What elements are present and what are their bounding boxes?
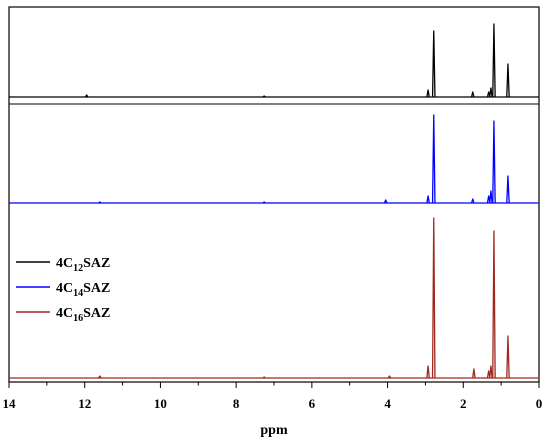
legend-label-4C14SAZ: 4C14SAZ xyxy=(56,281,110,299)
legend-label-4C12SAZ: 4C12SAZ xyxy=(56,256,110,274)
peak-4C14SAZ-1 xyxy=(262,201,266,204)
peak-4C12SAZ-0 xyxy=(84,94,89,98)
peak-4C14SAZ-4 xyxy=(431,114,436,204)
x-axis-title: ppm xyxy=(260,423,288,438)
x-tick-label-8: 8 xyxy=(233,396,240,411)
x-tick-label-4: 4 xyxy=(384,396,391,411)
peak-4C14SAZ-2 xyxy=(383,199,388,204)
legend-entry-4C16SAZ: 4C16SAZ xyxy=(16,306,110,324)
x-tick-label-10: 10 xyxy=(154,396,167,411)
peak-4C16SAZ-2 xyxy=(387,375,392,379)
peak-4C12SAZ-7 xyxy=(492,23,496,98)
peak-4C16SAZ-0 xyxy=(98,375,102,379)
peak-4C14SAZ-3 xyxy=(426,195,430,204)
x-axis: 14 12 10 8 6 4 2 0 xyxy=(3,382,543,411)
plot-frame xyxy=(8,6,540,383)
peak-4C12SAZ-2 xyxy=(426,89,430,98)
peak-4C14SAZ-9 xyxy=(506,175,510,204)
peak-4C14SAZ-0 xyxy=(98,201,102,204)
legend-label-4C16SAZ: 4C16SAZ xyxy=(56,306,110,324)
peak-4C14SAZ-7 xyxy=(489,190,493,204)
legend: 4C12SAZ 4C14SAZ 4C16SAZ xyxy=(16,256,110,324)
peak-4C16SAZ-3 xyxy=(426,365,430,379)
peak-4C14SAZ-5 xyxy=(470,198,475,204)
peak-4C16SAZ-5 xyxy=(472,368,476,379)
peak-4C16SAZ-9 xyxy=(506,335,510,379)
series-4C12SAZ xyxy=(9,23,539,98)
series-4C14SAZ xyxy=(9,114,539,204)
peak-4C12SAZ-1 xyxy=(262,95,266,98)
peak-4C16SAZ-8 xyxy=(492,230,496,379)
peak-4C14SAZ-8 xyxy=(492,120,496,204)
peak-4C12SAZ-8 xyxy=(506,63,510,98)
peak-4C16SAZ-7 xyxy=(489,365,493,379)
series-4C16SAZ xyxy=(9,217,539,379)
peak-4C16SAZ-4 xyxy=(431,217,436,379)
x-tick-label-12: 12 xyxy=(78,396,91,411)
legend-entry-4C14SAZ: 4C14SAZ xyxy=(16,281,110,299)
peak-4C16SAZ-1 xyxy=(262,376,266,379)
peak-4C12SAZ-3 xyxy=(431,30,436,98)
spectra-group xyxy=(9,23,539,379)
peak-4C12SAZ-4 xyxy=(470,91,475,98)
x-tick-label-2: 2 xyxy=(460,396,467,411)
legend-entry-4C12SAZ: 4C12SAZ xyxy=(16,256,110,274)
x-tick-label-0: 0 xyxy=(536,396,543,411)
x-tick-label-6: 6 xyxy=(309,396,316,411)
peak-4C12SAZ-6 xyxy=(489,87,493,98)
x-tick-label-14: 14 xyxy=(3,396,17,411)
